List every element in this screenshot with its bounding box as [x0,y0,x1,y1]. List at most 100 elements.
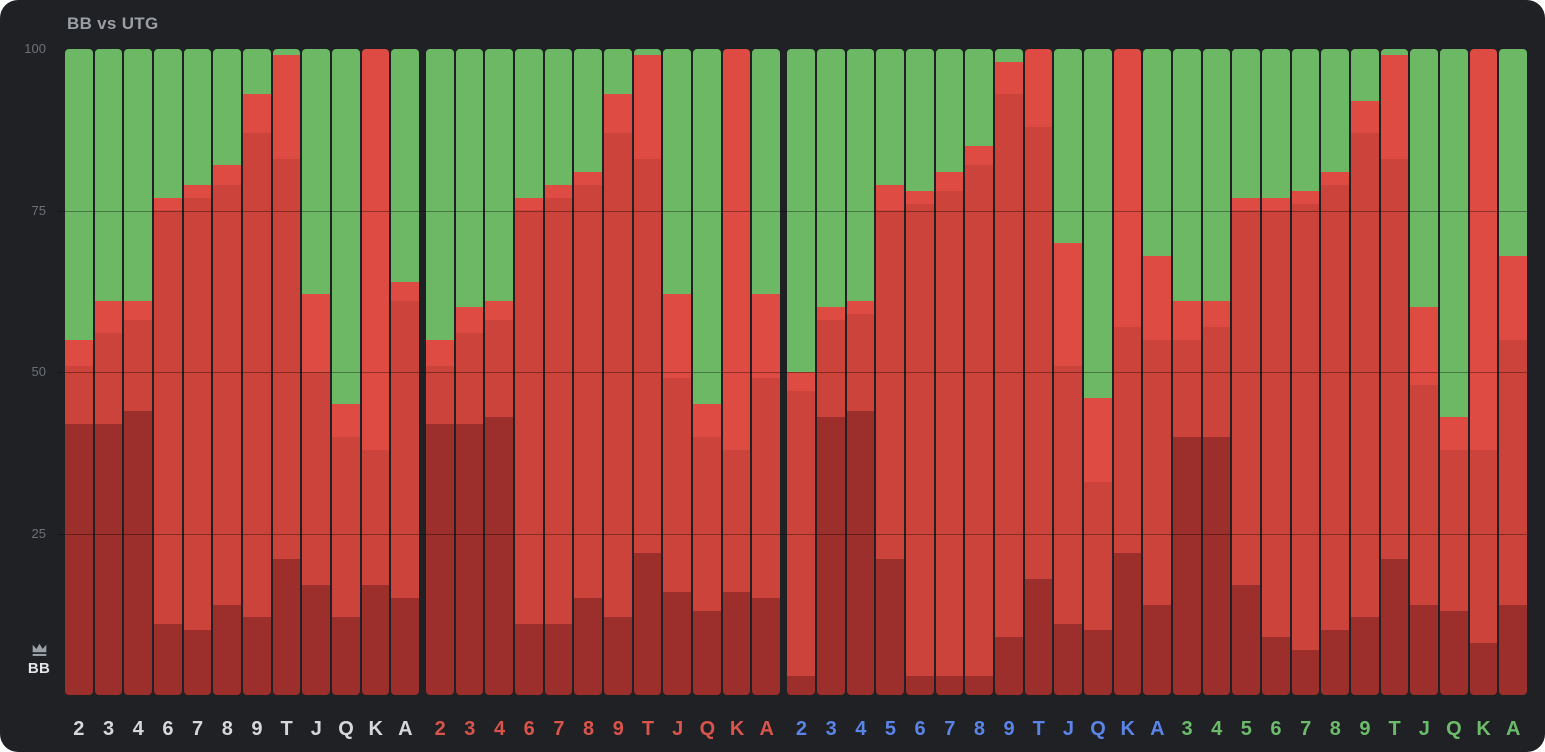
x-label-9d[interactable]: 9 [1003,718,1015,740]
x-label-Jh[interactable]: J [672,718,684,740]
x-label-3h[interactable]: 3 [464,718,476,740]
x-label-9h[interactable]: 9 [612,718,624,740]
x-label-8s[interactable]: 8 [221,718,233,740]
bar-4h[interactable] [485,49,514,695]
x-label-Ad[interactable]: A [1150,718,1165,740]
x-label-Qs[interactable]: Q [338,718,354,740]
bar-Ah[interactable] [752,49,781,695]
x-label-Tc[interactable]: T [1388,718,1401,740]
segment-bet_mid [272,158,301,560]
bar-Qd[interactable] [1083,49,1112,695]
x-label-3c[interactable]: 3 [1181,718,1193,740]
x-label-Js[interactable]: J [310,718,322,740]
x-label-Ah[interactable]: A [759,718,774,740]
x-label-8h[interactable]: 8 [583,718,595,740]
x-label-Kc[interactable]: K [1476,718,1491,740]
bar-3c[interactable] [1172,49,1201,695]
x-label-3s[interactable]: 3 [102,718,115,740]
x-label-7d[interactable]: 7 [944,718,956,740]
x-label-4d[interactable]: 4 [855,718,867,740]
bar-5c[interactable] [1232,49,1260,695]
x-label-Jc[interactable]: J [1418,718,1430,740]
x-label-9c[interactable]: 9 [1359,718,1371,740]
bar-Jh[interactable] [663,49,692,695]
x-label-6s[interactable]: 6 [162,718,174,740]
bar-8s[interactable] [213,49,242,695]
bar-7c[interactable] [1291,49,1320,695]
bar-4s[interactable] [124,49,153,695]
x-label-Kd[interactable]: K [1120,718,1135,740]
bar-Ac[interactable] [1499,49,1527,695]
bar-4d[interactable] [846,49,875,695]
bar-2d[interactable] [787,49,815,695]
bar-6h[interactable] [515,49,543,695]
x-label-9s[interactable]: 9 [251,718,263,740]
x-label-Qd[interactable]: Q [1090,718,1106,740]
x-label-5d[interactable]: 5 [884,718,897,740]
bar-Jc[interactable] [1410,49,1438,695]
bar-7d[interactable] [935,49,964,695]
x-label-6d[interactable]: 6 [914,718,926,740]
bar-Th[interactable] [633,49,662,695]
bar-9h[interactable] [604,49,632,695]
bar-4c[interactable] [1202,49,1231,695]
bar-3s[interactable] [94,49,123,695]
bar-7h[interactable] [544,49,573,695]
x-label-Th[interactable]: T [641,718,655,740]
x-label-Qh[interactable]: Q [699,718,716,740]
x-label-2s[interactable]: 2 [73,718,85,740]
bar-8h[interactable] [574,49,603,695]
bar-Tc[interactable] [1380,49,1409,695]
bar-8d[interactable] [965,49,993,695]
bar-Kd[interactable] [1113,49,1142,695]
bar-Ts[interactable] [272,49,301,695]
x-label-7c[interactable]: 7 [1300,718,1312,740]
bar-2s[interactable] [65,49,93,695]
x-label-Qc[interactable]: Q [1446,718,1462,740]
bar-Qs[interactable] [332,49,360,695]
x-label-2h[interactable]: 2 [434,718,446,740]
bar-8c[interactable] [1321,49,1349,695]
bar-Jd[interactable] [1054,49,1082,695]
x-label-4c[interactable]: 4 [1211,718,1223,740]
bar-Qc[interactable] [1439,49,1468,695]
x-label-2d[interactable]: 2 [795,718,808,740]
bar-6s[interactable] [154,49,182,695]
x-label-5c[interactable]: 5 [1240,718,1252,740]
x-label-As[interactable]: A [398,718,413,740]
bar-9c[interactable] [1350,49,1379,695]
bar-5d[interactable] [876,49,904,695]
x-label-4s[interactable]: 4 [132,718,144,740]
x-label-Ks[interactable]: K [368,718,383,740]
bar-7s[interactable] [183,49,212,695]
x-label-4h[interactable]: 4 [493,718,506,740]
bar-Ad[interactable] [1143,49,1171,695]
bar-Kc[interactable] [1469,49,1498,695]
x-label-6c[interactable]: 6 [1270,718,1282,740]
bar-As[interactable] [391,49,420,695]
bar-Qh[interactable] [693,49,721,695]
x-label-8c[interactable]: 8 [1329,718,1341,740]
x-label-Td[interactable]: T [1032,718,1045,740]
x-label-Ac[interactable]: A [1506,718,1521,740]
bar-3h[interactable] [455,49,484,695]
bar-2h[interactable] [426,49,454,695]
bar-9s[interactable] [243,49,271,695]
x-label-Ts[interactable]: T [280,718,293,740]
bar-Td[interactable] [1024,49,1053,695]
bar-9d[interactable] [994,49,1023,695]
bar-6d[interactable] [905,49,934,695]
bar-Js[interactable] [302,49,331,695]
x-label-3d[interactable]: 3 [825,718,837,740]
x-label-6h[interactable]: 6 [523,718,535,740]
x-label-7h[interactable]: 7 [553,718,565,740]
bar-Kh[interactable] [722,49,751,695]
bar-3d[interactable] [816,49,845,695]
bar-6c[interactable] [1261,49,1290,695]
segment-bet_mid [1439,449,1468,612]
bar-Ks[interactable] [361,49,390,695]
x-label-Jd[interactable]: J [1062,718,1074,740]
x-label-8d[interactable]: 8 [973,718,985,740]
x-label-Kh[interactable]: K [729,718,745,740]
x-label-7s[interactable]: 7 [192,718,204,740]
